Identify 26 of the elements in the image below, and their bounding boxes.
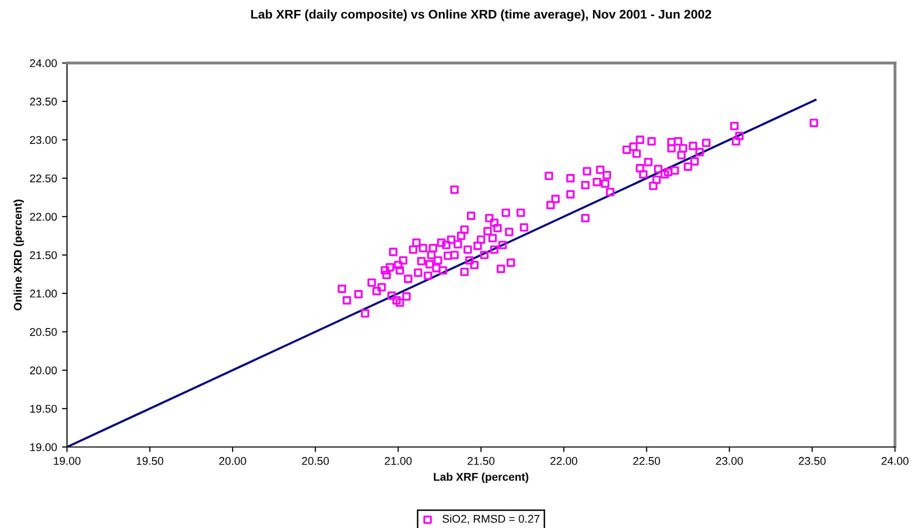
x-tick-label: 20.50 bbox=[302, 457, 329, 465]
x-tick-label: 22.50 bbox=[633, 457, 660, 465]
legend-label: SiO2, RMSD = 0.27 bbox=[442, 514, 540, 524]
x-tick-label: 23.00 bbox=[716, 457, 743, 465]
y-tick-label: 22.00 bbox=[30, 212, 57, 221]
x-axis-title: Lab XRF (percent) bbox=[434, 472, 528, 483]
chart-title: Lab XRF (daily composite) vs Online XRD (time average), Nov 2001 - Jun 2002 bbox=[251, 9, 712, 22]
x-tick-label: 19.00 bbox=[54, 457, 80, 465]
y-tick-label: 19.00 bbox=[30, 443, 57, 452]
x-tick-label: 19.50 bbox=[136, 457, 164, 465]
x-tick-label: 24.00 bbox=[882, 457, 908, 465]
y-tick-label: 22.50 bbox=[30, 174, 57, 182]
y-tick-label: 23.00 bbox=[30, 136, 57, 144]
x-tick-label: 20.00 bbox=[219, 457, 246, 465]
x-tick-label: 22.00 bbox=[550, 457, 578, 465]
x-tick-label: 23.50 bbox=[798, 457, 826, 465]
y-tick-label: 19.50 bbox=[30, 404, 57, 413]
y-tick-label: 20.50 bbox=[30, 328, 57, 336]
y-tick-label: 24.00 bbox=[30, 59, 57, 68]
y-axis-title: Online XRD (percent) bbox=[14, 200, 24, 310]
y-tick-label: 20.00 bbox=[30, 366, 57, 374]
x-tick-label: 21.50 bbox=[468, 457, 494, 465]
y-tick-label: 21.50 bbox=[30, 251, 57, 260]
y-tick-label: 23.50 bbox=[30, 98, 57, 106]
y-tick-label: 21.00 bbox=[30, 290, 57, 298]
x-tick-label: 21.00 bbox=[384, 457, 412, 465]
